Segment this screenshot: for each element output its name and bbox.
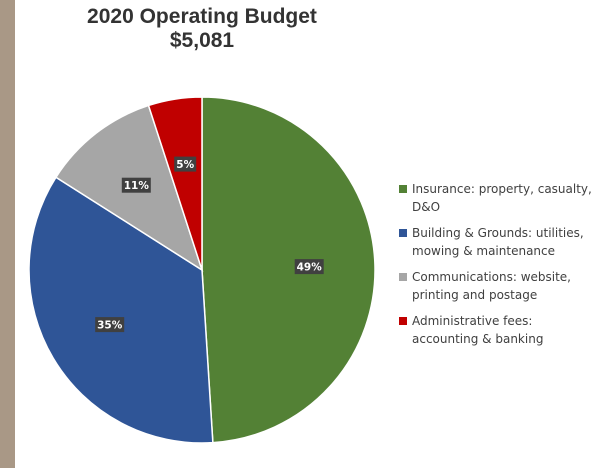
legend-swatch-building-grounds: [399, 229, 407, 237]
legend-label-communications: Communications: website, printing and po…: [412, 270, 571, 302]
data-label-communications: 11%: [121, 177, 151, 193]
data-label-text: 11%: [124, 180, 150, 192]
legend-swatch-communications: [399, 273, 407, 281]
data-label-insurance: 49%: [294, 259, 324, 275]
legend-item-insurance: Insurance: property, casualty, D&O: [399, 180, 599, 216]
legend-item-communications: Communications: website, printing and po…: [399, 268, 599, 304]
data-label-text: 49%: [297, 262, 323, 274]
legend-label-administrative-fees: Administrative fees: accounting & bankin…: [412, 314, 544, 346]
data-label-box: [95, 317, 125, 333]
chart-frame: 2020 Operating Budget $5,081 49% 35% 11% 5%…: [15, 0, 604, 468]
data-label-text: 5%: [176, 159, 194, 171]
pie-chart: 49% 35% 11% 5%: [28, 96, 376, 444]
legend: Insurance: property, casualty, D&O Build…: [399, 180, 599, 356]
data-label-building-grounds: 35%: [95, 317, 125, 333]
data-label-box: [294, 259, 324, 275]
legend-item-building-grounds: Building & Grounds: utilities, mowing & …: [399, 224, 599, 260]
pie-slice-administrative-fees: [147, 96, 203, 271]
data-label-box: [121, 177, 151, 193]
data-label-administrative-fees: 5%: [174, 156, 197, 172]
chart-subtitle: $5,081: [169, 29, 235, 52]
legend-label-building-grounds: Building & Grounds: utilities, mowing & …: [412, 226, 584, 258]
chart-title: 2020 Operating Budget: [87, 5, 317, 28]
legend-item-administrative-fees: Administrative fees: accounting & bankin…: [399, 312, 599, 348]
pie-slice-insurance: [201, 96, 376, 444]
legend-swatch-insurance: [399, 185, 407, 193]
data-label-box: [174, 156, 197, 172]
data-label-text: 35%: [97, 320, 123, 332]
pie-slice-building-grounds: [28, 176, 214, 444]
legend-swatch-administrative-fees: [399, 317, 407, 325]
legend-label-insurance: Insurance: property, casualty, D&O: [412, 182, 592, 214]
